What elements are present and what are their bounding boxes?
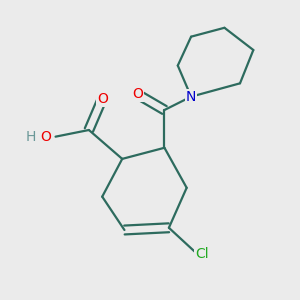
- Text: Cl: Cl: [195, 248, 209, 261]
- Text: O: O: [97, 92, 108, 106]
- Text: O: O: [132, 87, 143, 101]
- Text: O: O: [40, 130, 51, 144]
- Text: H: H: [26, 130, 36, 144]
- Text: N: N: [186, 90, 196, 104]
